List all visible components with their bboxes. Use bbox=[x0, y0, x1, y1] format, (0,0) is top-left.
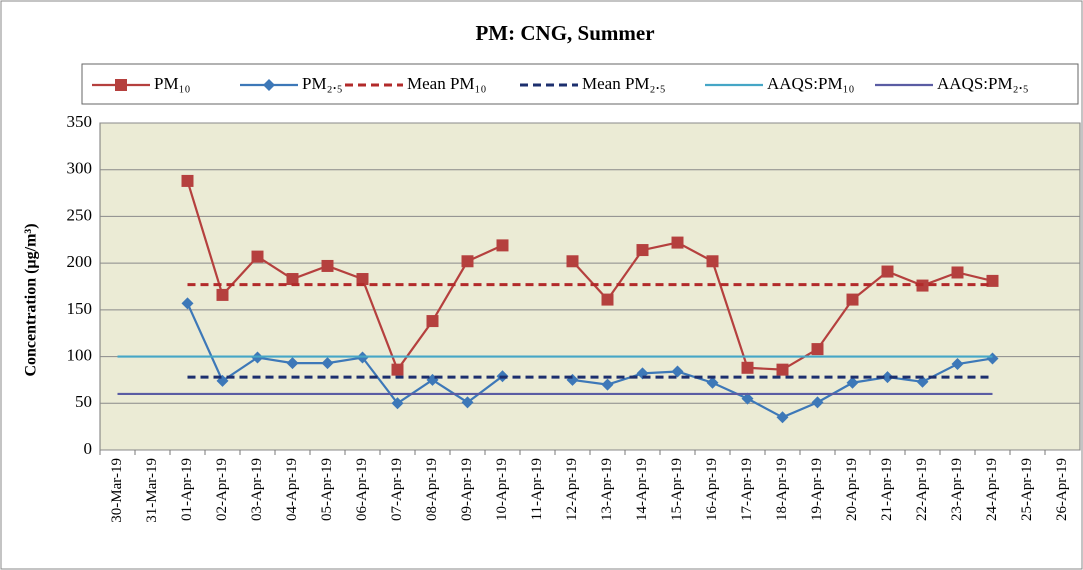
y-tick-label: 200 bbox=[67, 252, 93, 271]
marker bbox=[251, 250, 264, 263]
x-tick-label: 24-Apr-19 bbox=[984, 458, 1000, 521]
marker bbox=[706, 376, 719, 389]
y-tick-label: 100 bbox=[67, 345, 93, 364]
x-tick-label: 14-Apr-19 bbox=[634, 458, 650, 521]
x-tick-label: 11-Apr-19 bbox=[529, 458, 545, 520]
legend-label: Mean PM₂.₅ bbox=[582, 74, 666, 93]
marker bbox=[671, 236, 684, 249]
y-tick-label: 300 bbox=[67, 159, 93, 178]
x-tick-label: 06-Apr-19 bbox=[354, 458, 370, 521]
marker bbox=[776, 411, 789, 424]
y-tick-label: 250 bbox=[67, 205, 93, 224]
x-tick-label: 31-Mar-19 bbox=[144, 458, 160, 523]
marker bbox=[741, 392, 754, 405]
x-tick-label: 18-Apr-19 bbox=[774, 458, 790, 521]
legend-label: PM₁₀ bbox=[154, 74, 190, 93]
x-tick-label: 19-Apr-19 bbox=[809, 458, 825, 521]
y-tick-label: 150 bbox=[67, 299, 93, 318]
marker bbox=[461, 255, 474, 268]
x-tick-label: 08-Apr-19 bbox=[424, 458, 440, 521]
marker bbox=[356, 273, 369, 286]
marker bbox=[776, 363, 789, 376]
x-tick-label: 17-Apr-19 bbox=[739, 458, 755, 521]
legend-label: AAQS:PM₂.₅ bbox=[937, 74, 1029, 93]
marker bbox=[916, 375, 929, 388]
y-tick-label: 50 bbox=[75, 392, 92, 411]
y-axis-label: Concentration (µg/m³) bbox=[23, 223, 40, 376]
marker bbox=[601, 293, 614, 306]
marker bbox=[881, 265, 894, 278]
marker bbox=[601, 378, 614, 391]
legend-marker bbox=[115, 79, 127, 91]
marker bbox=[741, 361, 754, 374]
marker bbox=[181, 297, 194, 310]
x-tick-label: 02-Apr-19 bbox=[214, 458, 230, 521]
x-tick-label: 26-Apr-19 bbox=[1054, 458, 1070, 521]
x-tick-label: 13-Apr-19 bbox=[599, 458, 615, 521]
marker bbox=[811, 396, 824, 409]
x-tick-label: 12-Apr-19 bbox=[564, 458, 580, 521]
chart-title: PM: CNG, Summer bbox=[475, 21, 654, 45]
marker bbox=[461, 396, 474, 409]
y-tick-label: 350 bbox=[67, 112, 93, 131]
x-tick-label: 21-Apr-19 bbox=[879, 458, 895, 521]
x-tick-label: 15-Apr-19 bbox=[669, 458, 685, 521]
legend-label: Mean PM₁₀ bbox=[407, 74, 486, 93]
x-tick-label: 07-Apr-19 bbox=[389, 458, 405, 521]
legend-label: AAQS:PM₁₀ bbox=[767, 74, 855, 93]
marker bbox=[706, 255, 719, 268]
marker bbox=[391, 363, 404, 376]
marker bbox=[216, 288, 229, 301]
legend-label: PM₂.₅ bbox=[302, 74, 343, 93]
x-tick-label: 30-Mar-19 bbox=[109, 458, 125, 523]
x-tick-label: 20-Apr-19 bbox=[844, 458, 860, 521]
x-tick-label: 03-Apr-19 bbox=[249, 458, 265, 521]
x-tick-label: 25-Apr-19 bbox=[1019, 458, 1035, 521]
marker bbox=[496, 239, 509, 252]
marker bbox=[181, 174, 194, 187]
marker bbox=[881, 371, 894, 384]
x-tick-label: 16-Apr-19 bbox=[704, 458, 720, 521]
marker bbox=[951, 358, 964, 371]
y-tick-label: 0 bbox=[84, 439, 93, 458]
marker bbox=[426, 315, 439, 328]
legend-marker bbox=[263, 79, 275, 91]
x-tick-label: 10-Apr-19 bbox=[494, 458, 510, 521]
marker bbox=[566, 255, 579, 268]
marker bbox=[321, 357, 334, 370]
x-tick-label: 04-Apr-19 bbox=[284, 458, 300, 521]
marker bbox=[951, 266, 964, 279]
marker bbox=[636, 244, 649, 257]
marker bbox=[671, 365, 684, 378]
marker bbox=[391, 397, 404, 410]
marker bbox=[846, 293, 859, 306]
x-tick-label: 23-Apr-19 bbox=[949, 458, 965, 521]
x-tick-label: 09-Apr-19 bbox=[459, 458, 475, 521]
marker bbox=[811, 343, 824, 356]
marker bbox=[286, 357, 299, 370]
marker bbox=[986, 274, 999, 287]
marker bbox=[846, 376, 859, 389]
plot-area bbox=[99, 122, 1081, 451]
marker bbox=[986, 352, 999, 365]
marker bbox=[321, 259, 334, 272]
marker bbox=[286, 273, 299, 286]
x-tick-label: 22-Apr-19 bbox=[914, 458, 930, 521]
x-tick-label: 05-Apr-19 bbox=[319, 458, 335, 521]
x-tick-label: 01-Apr-19 bbox=[179, 458, 195, 521]
